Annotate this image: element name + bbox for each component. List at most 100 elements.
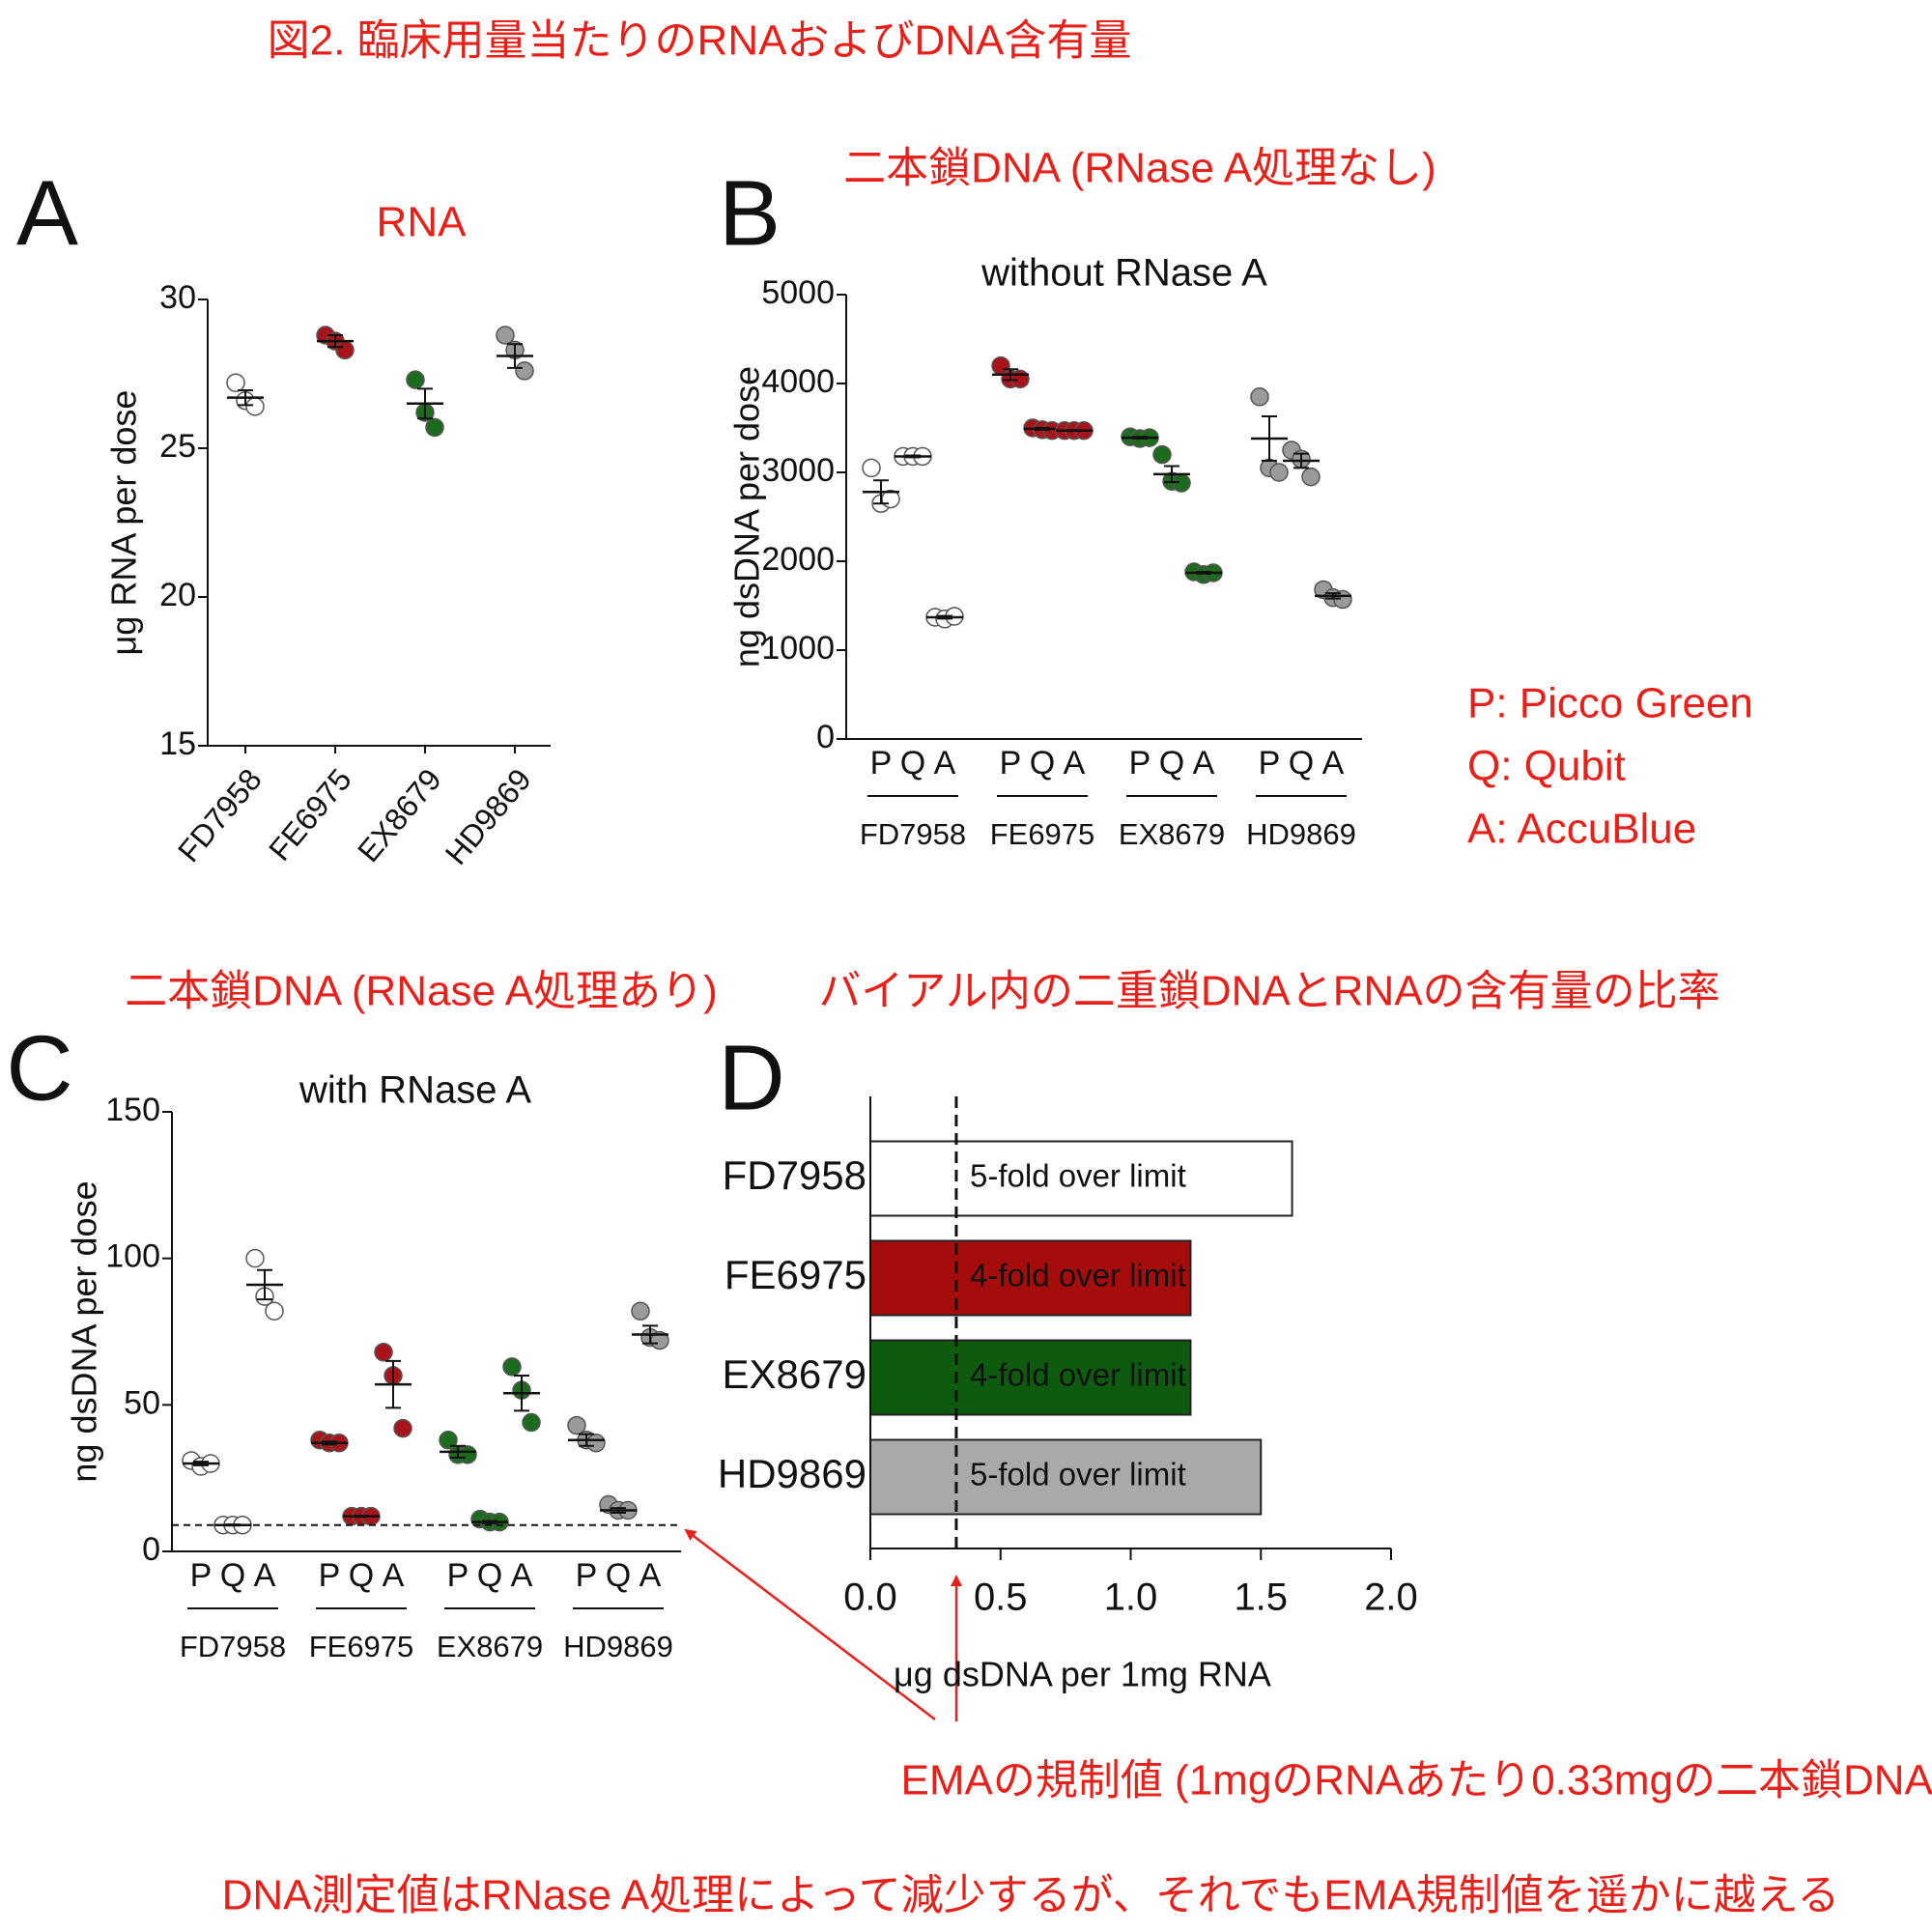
data-point [522,1412,541,1433]
group-label: FE6975 [309,1630,414,1663]
method-note: P: Picco Green [1467,680,1753,727]
conclusion: DNA測定値はRNase A処理によって減少するが、それでもEMA規制値を遥かに… [222,1872,1840,1919]
subgroup-label: A [1193,745,1215,781]
error-bar [1164,465,1179,484]
group-label: FE6975 [990,817,1095,851]
bar [869,1239,1192,1317]
y-tick-label: 15 [159,725,196,762]
data-point [515,361,534,381]
subgroup-label: P [447,1557,469,1594]
error-bar [450,1444,466,1459]
data-point [374,1342,393,1362]
data-point [1301,467,1321,487]
x-tick-label: HD9869 [439,762,538,871]
error-bar [905,454,921,459]
error-bar [1196,571,1211,575]
subgroup-label: Q [1030,745,1055,781]
error-bar [514,1375,529,1412]
subgroup-label: Q [900,745,925,781]
group-label: EX8679 [437,1630,543,1663]
panel-letter: A [16,161,78,265]
y-tick-label: 30 [159,279,196,316]
subgroup-label: Q [477,1557,502,1594]
error-bar [354,1514,369,1519]
data-point [586,1434,606,1453]
data-point [245,1248,265,1268]
panel-letter: D [718,1026,784,1129]
subgroup-label: P [870,745,893,781]
bar [869,1339,1192,1416]
subgroup-label: Q [220,1557,245,1594]
error-bar [1066,429,1082,433]
data-point [425,417,444,438]
y-tick-label: 2000 [761,541,835,578]
chart-title: without RNase A [980,252,1267,295]
y-axis-label: ng dsDNA per dose [65,1180,104,1482]
category-label: HD9869 [718,1451,867,1496]
error-bar [327,333,343,349]
error-bar [257,1268,272,1301]
subgroup-label: Q [1159,745,1184,781]
subgroup-label: P [1129,745,1151,781]
error-bar [611,1507,626,1514]
error-bar [937,614,952,620]
x-tick-label: 0.5 [974,1577,1028,1619]
method-note: Q: Qubit [1467,743,1626,790]
error-bar [417,387,433,420]
x-tick-label: 1.5 [1234,1577,1288,1619]
subgroup-label: P [190,1557,213,1594]
subgroup-label: Q [349,1557,374,1594]
subgroup-label: Q [1289,745,1314,781]
y-tick-label: 4000 [761,363,835,400]
data-point [631,1301,650,1321]
error-bar [642,1324,658,1345]
data-point [1152,444,1172,465]
data-point [226,373,245,392]
data-point [567,1415,586,1435]
data-point [458,1445,477,1464]
data-point [1250,387,1269,407]
error-bar [1293,452,1309,469]
subgroup-label: P [1259,745,1281,781]
data-point [439,1430,458,1450]
x-tick-label: 2.0 [1364,1577,1418,1619]
error-bar [579,1433,594,1447]
subgroup-label: P [319,1557,341,1594]
panel-letter: B [719,161,781,265]
group-label: FD7958 [180,1630,286,1663]
bar-label: 5-fold over limit [970,1158,1186,1194]
error-bar [1003,368,1018,382]
x-axis-label: μg dsDNA per 1mg RNA [894,1655,1271,1694]
panel-letter: C [6,1016,72,1120]
bar-label: 5-fold over limit [970,1457,1186,1492]
y-tick-label: 3000 [761,452,835,489]
data-point [393,1418,412,1438]
error-bar [1262,415,1277,463]
error-bar [507,343,523,369]
error-bar [238,388,253,407]
panel-heading: バイアル内の二重鎖DNAとRNAの含有量の比率 [818,968,1719,1015]
error-bar [482,1520,497,1524]
data-point [862,458,881,478]
error-bar [385,1359,401,1409]
error-bar [1035,427,1050,431]
y-tick-label: 1000 [761,630,835,667]
data-point [265,1301,284,1321]
y-tick-label: 20 [159,577,196,613]
x-tick-label: 1.0 [1104,1577,1158,1619]
panel-heading: 二本鎖DNA (RNase A処理あり) [125,968,718,1015]
x-tick-label: 0.0 [843,1577,897,1619]
y-tick-label: 25 [159,428,196,465]
chart-title: with RNase A [298,1069,531,1112]
data-point [496,326,515,345]
y-tick-label: 0 [816,719,835,755]
data-point [245,397,265,416]
subgroup-label: A [254,1557,276,1594]
data-point [1269,463,1289,482]
group-label: HD9869 [1246,817,1356,851]
figure-title: 図2. 臨床用量当たりのRNAおよびDNA含有量 [268,17,1132,65]
subgroup-label: A [1064,745,1086,781]
y-tick-label: 5000 [761,274,835,311]
subgroup-label: A [383,1557,405,1594]
data-point [502,1357,522,1377]
